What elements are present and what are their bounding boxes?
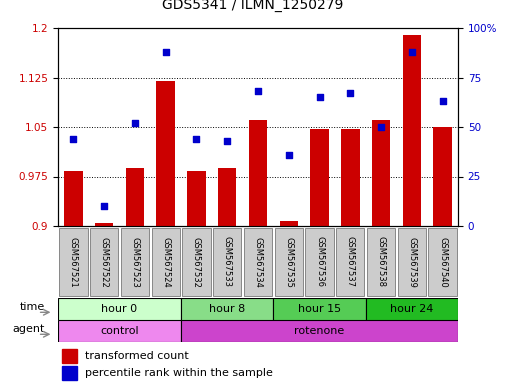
Bar: [310, 129, 328, 226]
Text: GSM567534: GSM567534: [253, 237, 262, 288]
Bar: [58, 298, 181, 320]
Bar: [125, 168, 144, 226]
Bar: [95, 223, 113, 226]
Bar: [64, 170, 82, 226]
Point: [284, 152, 292, 158]
Point: [69, 136, 77, 142]
Text: hour 24: hour 24: [389, 304, 433, 314]
Bar: [58, 320, 181, 342]
Bar: [182, 228, 210, 296]
Bar: [187, 170, 206, 226]
Bar: [279, 221, 297, 226]
Text: GSM567540: GSM567540: [437, 237, 446, 287]
Text: GSM567533: GSM567533: [222, 237, 231, 288]
Bar: [335, 228, 364, 296]
Text: GSM567537: GSM567537: [345, 237, 354, 288]
Text: GSM567523: GSM567523: [130, 237, 139, 288]
Bar: [340, 129, 359, 226]
Bar: [218, 168, 236, 226]
Bar: [181, 320, 457, 342]
Point: [345, 90, 353, 96]
Bar: [62, 349, 77, 363]
Point: [131, 120, 139, 126]
Bar: [243, 228, 272, 296]
Point: [376, 124, 384, 130]
Bar: [274, 228, 302, 296]
Bar: [432, 127, 451, 226]
Text: GSM567524: GSM567524: [161, 237, 170, 287]
Bar: [248, 121, 267, 226]
Bar: [371, 121, 389, 226]
Bar: [365, 298, 457, 320]
Point: [161, 49, 169, 55]
Text: GSM567535: GSM567535: [284, 237, 293, 288]
Bar: [305, 228, 333, 296]
Text: GSM567521: GSM567521: [69, 237, 78, 287]
Bar: [151, 228, 179, 296]
Point: [192, 136, 200, 142]
Bar: [273, 298, 365, 320]
Text: hour 15: hour 15: [297, 304, 340, 314]
Bar: [59, 228, 87, 296]
Bar: [156, 81, 175, 226]
Point: [315, 94, 323, 100]
Bar: [366, 228, 394, 296]
Text: transformed count: transformed count: [85, 351, 188, 361]
Text: GSM567538: GSM567538: [376, 237, 385, 288]
Bar: [90, 228, 118, 296]
Point: [254, 88, 262, 94]
Bar: [397, 228, 425, 296]
Point: [100, 203, 108, 209]
Text: hour 8: hour 8: [209, 304, 245, 314]
Text: GDS5341 / ILMN_1250279: GDS5341 / ILMN_1250279: [162, 0, 343, 12]
Text: GSM567536: GSM567536: [315, 237, 323, 288]
Bar: [402, 35, 420, 226]
Bar: [121, 228, 149, 296]
Text: time: time: [19, 302, 44, 312]
Text: GSM567532: GSM567532: [191, 237, 200, 288]
Bar: [181, 298, 273, 320]
Point: [407, 49, 415, 55]
Point: [223, 138, 231, 144]
Text: GSM567522: GSM567522: [99, 237, 109, 287]
Text: rotenone: rotenone: [294, 326, 344, 336]
Text: control: control: [100, 326, 138, 336]
Bar: [62, 366, 77, 380]
Text: GSM567539: GSM567539: [407, 237, 416, 288]
Bar: [428, 228, 456, 296]
Text: percentile rank within the sample: percentile rank within the sample: [85, 368, 273, 378]
Text: agent: agent: [13, 324, 45, 334]
Text: hour 0: hour 0: [102, 304, 137, 314]
Point: [438, 98, 446, 104]
Bar: [213, 228, 241, 296]
